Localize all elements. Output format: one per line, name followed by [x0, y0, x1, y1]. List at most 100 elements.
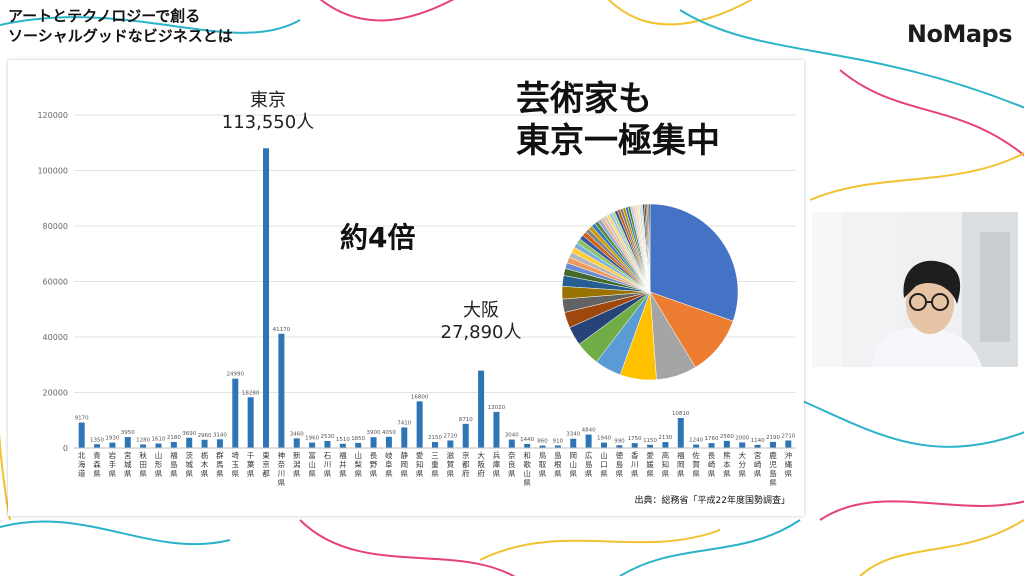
- x-tick-label: 長崎県: [708, 451, 716, 478]
- data-label: 910: [553, 438, 564, 444]
- data-label: 1510: [336, 437, 350, 443]
- bar: [401, 427, 408, 448]
- data-label: 13020: [488, 405, 506, 411]
- data-label: 1280: [136, 437, 150, 443]
- data-label: 41170: [273, 327, 291, 333]
- bar: [263, 148, 270, 449]
- data-label: 860: [537, 439, 548, 445]
- data-label: 4050: [382, 430, 396, 436]
- x-tick-label: 栃木県: [201, 450, 209, 478]
- bar: [631, 443, 638, 448]
- data-label: 4840: [582, 428, 596, 434]
- nomaps-logo: NoMaps: [906, 20, 1013, 48]
- bar: [155, 443, 162, 448]
- bar: [739, 442, 746, 448]
- pie-slice: [648, 203, 651, 293]
- bar: [616, 445, 623, 448]
- x-tick-label: 岡山県: [570, 451, 578, 478]
- x-tick-label: 山口県: [600, 450, 608, 478]
- session-title-line1: アートとテクノロジーで創る: [8, 7, 201, 25]
- bar: [324, 440, 331, 448]
- x-tick-label: 三重県: [431, 451, 439, 478]
- bar: [677, 418, 684, 448]
- x-tick-label: 京都府: [462, 450, 470, 478]
- bar: [232, 378, 239, 448]
- bar: [524, 444, 531, 448]
- bar: [109, 442, 116, 448]
- y-tick-label: 60000: [43, 278, 68, 287]
- x-tick-label: 島根県: [554, 450, 562, 478]
- bar: [170, 441, 177, 448]
- x-tick-label: 大阪府: [477, 450, 485, 478]
- bar: [355, 442, 362, 448]
- osaka-callout-value: 27,890人: [440, 322, 522, 343]
- x-tick-label: 青森県: [93, 450, 101, 478]
- source-note: 出典：総務省「平成22年度国勢調査」: [634, 496, 790, 506]
- data-label: 2180: [167, 435, 181, 441]
- data-label: 3950: [121, 430, 135, 436]
- x-tick-label: 奈良県: [508, 450, 516, 478]
- presentation-slide: 0 20000 40000 60000 80000 100000 120000 9170 北海道…: [8, 60, 804, 516]
- bar: [247, 397, 254, 448]
- data-label: 2150: [428, 435, 442, 441]
- bar: [723, 440, 730, 448]
- data-label: 2130: [658, 435, 672, 441]
- x-tick-label: 大分県: [738, 450, 746, 478]
- x-tick-label: 福島県: [170, 451, 178, 478]
- bar: [539, 445, 546, 448]
- x-tick-label: 長野県: [370, 451, 378, 478]
- bar: [339, 443, 346, 448]
- bar: [186, 437, 193, 448]
- data-label: 24990: [227, 372, 245, 378]
- multiplier-label: 約4倍: [340, 221, 416, 254]
- data-label: 2710: [781, 433, 795, 439]
- bar: [416, 401, 423, 448]
- x-tick-label: 広島県: [585, 450, 593, 478]
- x-tick-label: 佐賀県: [692, 450, 700, 478]
- x-tick-label: 愛媛県: [646, 450, 654, 478]
- y-tick-label: 20000: [43, 389, 68, 398]
- data-label: 1930: [105, 436, 119, 442]
- data-label: 2530: [320, 434, 334, 440]
- data-label: 1240: [689, 438, 703, 444]
- bar: [278, 333, 285, 448]
- data-label: 2960: [198, 433, 212, 439]
- bar: [78, 422, 85, 448]
- x-tick-label: 岐阜県: [385, 450, 393, 478]
- bar: [554, 445, 561, 448]
- x-tick-label: 千葉県: [247, 450, 255, 478]
- data-label: 3460: [290, 431, 304, 437]
- x-tick-label: 北海道: [78, 451, 86, 478]
- data-label: 16800: [411, 394, 429, 400]
- x-tick-label: 山形県: [155, 450, 163, 478]
- data-label: 1140: [751, 438, 765, 444]
- data-label: 10810: [672, 411, 690, 417]
- x-tick-label: 福岡県: [677, 451, 685, 478]
- x-tick-label: 香川県: [631, 450, 639, 478]
- x-tick-label: 高知県: [662, 450, 670, 478]
- bar: [447, 440, 454, 448]
- bar: [201, 439, 208, 448]
- data-label: 8710: [459, 417, 473, 423]
- x-tick-label: 徳島県: [616, 450, 624, 478]
- x-tick-label: 神奈川県: [278, 450, 286, 487]
- x-tick-label: 富山県: [308, 450, 316, 478]
- tokyo-callout-label: 東京: [250, 90, 286, 111]
- bar: [600, 442, 607, 448]
- bar: [662, 442, 669, 448]
- x-tick-label: 山梨県: [354, 450, 362, 478]
- data-label: 1610: [151, 437, 165, 443]
- data-label: 2560: [720, 434, 734, 440]
- x-tick-label: 沖縄県: [785, 450, 793, 478]
- data-label: 2720: [443, 433, 457, 439]
- x-tick-label: 秋田県: [139, 450, 147, 478]
- x-tick-label: 福井県: [339, 451, 347, 478]
- x-tick-label: 熊本県: [723, 450, 731, 478]
- bar: [493, 411, 500, 448]
- y-tick-label: 120000: [37, 111, 68, 120]
- y-tick-label: 0: [63, 444, 68, 453]
- bar: [216, 439, 223, 448]
- session-title-line2: ソーシャルグッドなビジネスとは: [8, 27, 233, 45]
- bar: [385, 436, 392, 448]
- data-label: 2000: [735, 435, 749, 441]
